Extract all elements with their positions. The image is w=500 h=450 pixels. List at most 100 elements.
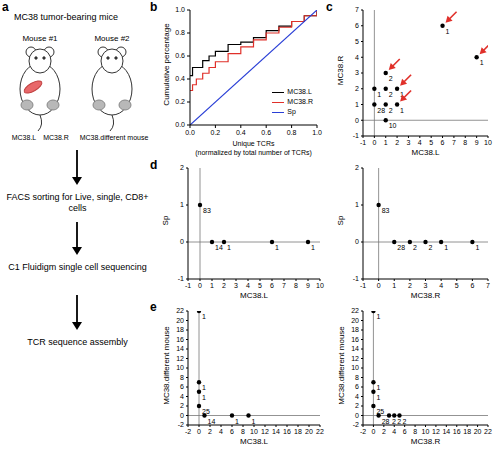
svg-text:2: 2	[208, 428, 212, 435]
svg-text:1: 1	[202, 384, 206, 391]
svg-text:4: 4	[392, 428, 396, 435]
svg-text:0: 0	[355, 117, 359, 124]
svg-text:2: 2	[389, 75, 393, 82]
svg-text:0.4: 0.4	[236, 129, 246, 136]
svg-text:3: 3	[355, 69, 359, 76]
svg-text:6: 6	[230, 428, 234, 435]
svg-text:MC38.R: MC38.R	[43, 134, 69, 141]
svg-text:0: 0	[355, 238, 359, 245]
svg-text:4: 4	[418, 139, 422, 146]
svg-text:-2: -2	[353, 421, 359, 428]
svg-text:0.8: 0.8	[175, 29, 185, 36]
svg-text:14: 14	[208, 418, 216, 425]
svg-text:0: 0	[377, 282, 381, 289]
svg-text:1: 1	[355, 201, 359, 208]
svg-text:22: 22	[316, 428, 324, 435]
svg-text:22: 22	[484, 428, 492, 435]
svg-text:18: 18	[463, 428, 471, 435]
svg-text:8: 8	[463, 139, 467, 146]
svg-text:10: 10	[389, 122, 397, 129]
svg-text:6: 6	[355, 22, 359, 29]
svg-text:3: 3	[407, 139, 411, 146]
svg-text:2: 2	[429, 244, 433, 251]
svg-text:1: 1	[400, 107, 404, 114]
svg-text:10: 10	[250, 428, 258, 435]
svg-text:1: 1	[210, 282, 214, 289]
svg-text:1: 1	[377, 91, 381, 98]
svg-text:2: 2	[180, 402, 184, 409]
svg-text:-1: -1	[353, 132, 359, 139]
svg-text:6: 6	[355, 383, 359, 390]
svg-text:0: 0	[371, 428, 375, 435]
svg-text:-2: -2	[185, 428, 191, 435]
svg-text:22: 22	[176, 307, 184, 314]
svg-text:1: 1	[446, 28, 450, 35]
svg-text:2: 2	[413, 244, 417, 251]
svg-text:20: 20	[176, 317, 184, 324]
svg-text:0: 0	[372, 139, 376, 146]
svg-text:5: 5	[258, 282, 262, 289]
svg-text:1.0: 1.0	[175, 6, 185, 13]
svg-text:MC38.different mouse: MC38.different mouse	[80, 134, 149, 141]
svg-text:8: 8	[294, 282, 298, 289]
svg-text:2: 2	[389, 91, 393, 98]
svg-text:1: 1	[202, 313, 206, 320]
svg-text:10: 10	[484, 139, 492, 146]
svg-text:2: 2	[180, 164, 184, 171]
svg-text:22: 22	[351, 307, 359, 314]
svg-text:1: 1	[376, 384, 380, 391]
svg-text:20: 20	[305, 428, 313, 435]
svg-text:-2: -2	[360, 428, 366, 435]
svg-text:14: 14	[272, 428, 280, 435]
svg-text:83: 83	[382, 207, 390, 214]
svg-text:2: 2	[382, 428, 386, 435]
svg-text:16: 16	[283, 428, 291, 435]
svg-text:4: 4	[180, 393, 184, 400]
svg-text:2: 2	[402, 418, 406, 425]
svg-text:7: 7	[452, 139, 456, 146]
svg-text:0.4: 0.4	[175, 75, 185, 82]
svg-text:0: 0	[180, 412, 184, 419]
svg-text:0.0: 0.0	[185, 129, 195, 136]
svg-text:-1: -1	[178, 275, 184, 282]
svg-text:1: 1	[202, 394, 206, 401]
svg-text:1: 1	[444, 244, 448, 251]
svg-text:7: 7	[282, 282, 286, 289]
svg-text:1: 1	[252, 418, 256, 425]
svg-text:1: 1	[376, 313, 380, 320]
svg-text:20: 20	[474, 428, 482, 435]
svg-text:1: 1	[355, 101, 359, 108]
svg-text:14: 14	[351, 345, 359, 352]
svg-text:9: 9	[306, 282, 310, 289]
svg-text:7: 7	[355, 6, 359, 13]
svg-text:28: 28	[377, 107, 385, 114]
svg-text:6: 6	[470, 282, 474, 289]
svg-text:1: 1	[311, 244, 315, 251]
svg-text:8: 8	[180, 374, 184, 381]
svg-text:16: 16	[351, 336, 359, 343]
svg-text:-1: -1	[185, 282, 191, 289]
svg-text:6: 6	[403, 428, 407, 435]
svg-text:6: 6	[441, 139, 445, 146]
svg-text:12: 12	[261, 428, 269, 435]
svg-text:6: 6	[270, 282, 274, 289]
svg-text:8: 8	[241, 428, 245, 435]
svg-text:12: 12	[351, 355, 359, 362]
svg-text:2: 2	[222, 282, 226, 289]
svg-text:18: 18	[351, 326, 359, 333]
svg-text:10: 10	[316, 282, 324, 289]
svg-text:1: 1	[480, 59, 484, 66]
svg-text:2: 2	[355, 85, 359, 92]
svg-text:1: 1	[384, 139, 388, 146]
svg-text:2: 2	[397, 418, 401, 425]
svg-text:4: 4	[219, 428, 223, 435]
svg-text:0.2: 0.2	[211, 129, 221, 136]
svg-text:0.0: 0.0	[175, 121, 185, 128]
svg-text:6: 6	[180, 383, 184, 390]
svg-text:1: 1	[392, 282, 396, 289]
svg-text:4: 4	[355, 393, 359, 400]
svg-text:7: 7	[486, 282, 490, 289]
svg-text:0.6: 0.6	[261, 129, 271, 136]
svg-text:-2: -2	[178, 421, 184, 428]
svg-text:10: 10	[351, 364, 359, 371]
